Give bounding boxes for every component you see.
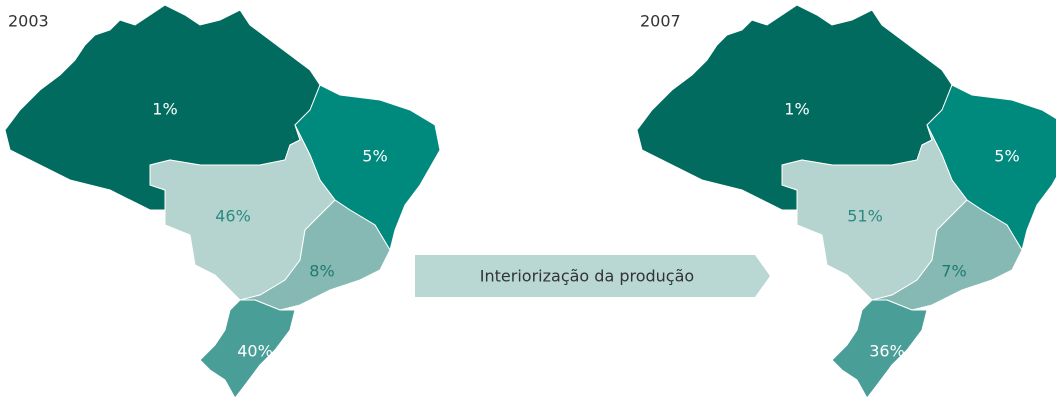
region-label: 5% [994,147,1019,166]
region-label: 5% [362,147,387,166]
map-year: 2007 [640,12,681,31]
region-label: 8% [309,262,334,281]
map-year: 2003 [8,12,49,31]
region-label: 36% [869,342,905,361]
region [199,299,296,399]
region-label: 1% [152,100,177,119]
arrow-shape [415,255,770,297]
region-label: 7% [941,262,966,281]
brazil-map: 2007 1% 5% 51% 7% 36% [636,4,1056,399]
arrow: Interiorização da produção [415,255,770,297]
arrow-label: Interiorização da produção [480,267,694,286]
region-label: 1% [784,100,809,119]
region [831,299,928,399]
region-label: 51% [847,207,883,226]
region-label: 40% [237,342,273,361]
region-label: 46% [215,207,251,226]
brazil-map: 2003 1% 5% 46% 8% 40% [4,4,441,399]
